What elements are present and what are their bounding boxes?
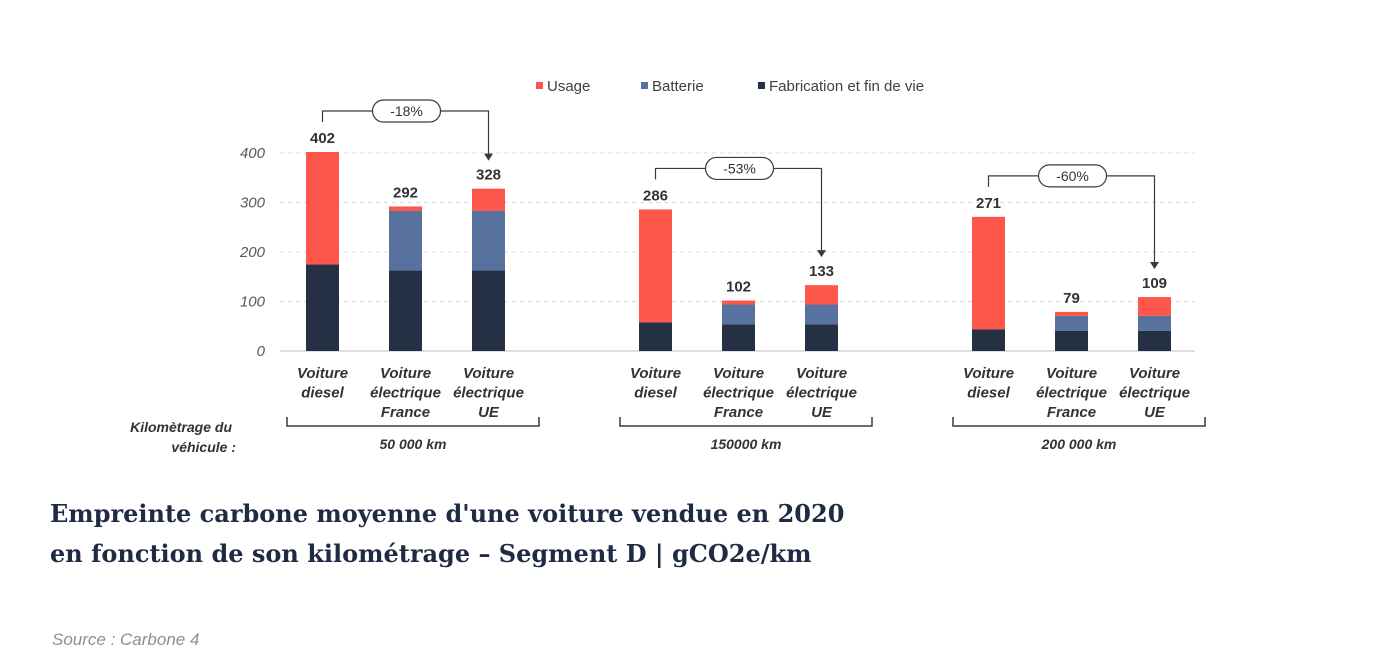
bar-total-label: 271: [976, 195, 1001, 212]
category-label: électrique: [370, 385, 441, 402]
change-percent-label: -18%: [390, 103, 423, 119]
y-tick-label: 100: [240, 294, 266, 311]
change-pill: [1037, 164, 1108, 188]
bar-segment: [972, 329, 1005, 351]
category-label: électrique: [1036, 385, 1107, 402]
legend-label: Batterie: [652, 78, 704, 95]
y-tick-label: 0: [257, 343, 266, 360]
legend-label: Fabrication et fin de vie: [769, 78, 924, 95]
category-label: Voiture: [1046, 365, 1097, 382]
category-label: UE: [811, 404, 833, 421]
category-label: Voiture: [1129, 365, 1180, 382]
group-label: 50 000 km: [380, 436, 447, 452]
change-arrowhead: [1150, 262, 1159, 270]
bar-segment: [389, 210, 422, 271]
bar-segment: [389, 270, 422, 351]
bar-segment: [1055, 330, 1088, 351]
category-label: Voiture: [380, 365, 431, 382]
bar-segment: [389, 206, 422, 211]
bar-segment: [639, 209, 672, 323]
category-label: électrique: [786, 385, 857, 402]
bar-total-label: 133: [809, 263, 834, 280]
bar-total-label: 402: [310, 130, 335, 147]
bar-total-label: 109: [1142, 275, 1167, 292]
category-label: Voiture: [796, 365, 847, 382]
category-label: UE: [1144, 404, 1166, 421]
y-tick-label: 300: [240, 195, 266, 212]
bar-segment: [472, 210, 505, 271]
change-arrowhead: [817, 250, 826, 258]
change-connector: [654, 167, 823, 252]
category-label: Voiture: [297, 365, 348, 382]
category-label: France: [381, 404, 430, 421]
legend-swatch: [536, 82, 543, 89]
bar-segment: [722, 300, 755, 305]
y-tick-label: 200: [239, 244, 266, 261]
bar-segment: [306, 264, 339, 351]
category-label: Voiture: [630, 365, 681, 382]
chart-caption-title: Empreinte carbone moyenne d'une voiture …: [50, 499, 845, 568]
legend-swatch: [641, 82, 648, 89]
group-bracket: [286, 417, 540, 427]
bar-segment: [1138, 330, 1171, 351]
change-percent-label: -53%: [723, 160, 756, 176]
change-connector: [987, 175, 1156, 264]
category-label: Voiture: [963, 365, 1014, 382]
bar-segment: [1138, 297, 1171, 316]
bar-segment: [306, 152, 339, 265]
bar-total-label: 286: [643, 187, 668, 204]
y-tick-label: 400: [240, 145, 266, 162]
bar-segment: [1055, 311, 1088, 316]
legend-label: Usage: [547, 78, 590, 95]
km-side-label: Kilomètrage du: [130, 419, 232, 435]
category-label: France: [714, 404, 763, 421]
bar-segment: [972, 216, 1005, 330]
category-label: électrique: [703, 385, 774, 402]
bar-total-label: 328: [476, 167, 501, 184]
bar-segment: [805, 324, 838, 351]
bar-segment: [472, 188, 505, 211]
bar-segment: [1138, 315, 1171, 331]
change-arrowhead: [484, 153, 493, 161]
chart-source: Source : Carbone 4: [52, 630, 200, 649]
category-label: électrique: [453, 385, 524, 402]
legend-swatch: [758, 82, 765, 89]
change-pill: [371, 99, 442, 123]
bar-segment: [805, 304, 838, 325]
bar-segment: [472, 270, 505, 351]
chart: 0 100 200 300 400 Usage Batterie Fabrication et…: [130, 78, 1206, 455]
group-label: 150000 km: [711, 436, 782, 452]
group-label: 200 000 km: [1041, 436, 1117, 452]
bar-segment: [722, 304, 755, 325]
category-label: électrique: [1119, 385, 1190, 402]
bar-total-label: 102: [726, 279, 751, 296]
bar-total-label: 79: [1063, 290, 1080, 307]
bar-segment: [722, 324, 755, 351]
change-percent-label: -60%: [1056, 168, 1089, 184]
category-label: Voiture: [713, 365, 764, 382]
bar-segment: [805, 285, 838, 305]
bar-segment: [1055, 315, 1088, 331]
category-label: diesel: [301, 385, 344, 402]
category-label: diesel: [967, 385, 1010, 402]
group-bracket: [619, 417, 873, 427]
km-side-label: véhicule :: [171, 439, 236, 455]
category-label: France: [1047, 404, 1096, 421]
group-bracket: [952, 417, 1206, 427]
bar-segment: [639, 322, 672, 351]
category-label: UE: [478, 404, 500, 421]
category-label: Voiture: [463, 365, 514, 382]
change-pill: [704, 156, 775, 181]
bar-total-label: 292: [393, 184, 418, 201]
category-label: diesel: [634, 385, 677, 402]
